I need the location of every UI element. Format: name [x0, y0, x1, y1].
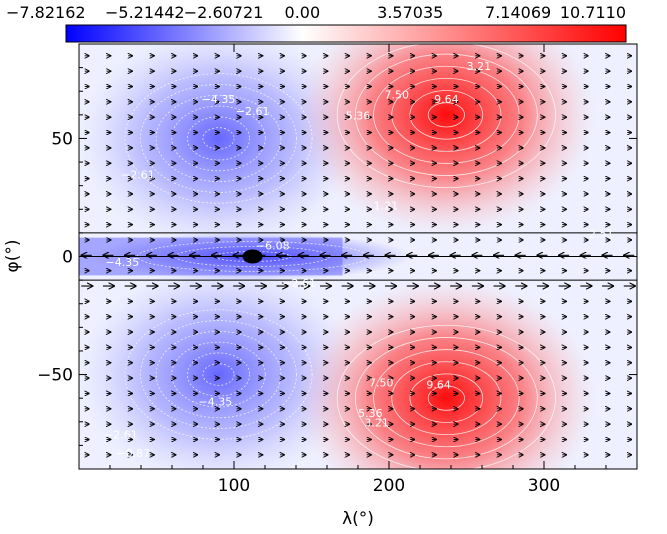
contour-label: −6.08	[256, 239, 290, 252]
contour-label: 3.21	[364, 417, 389, 430]
axes: 100 200 300 −50 0 50	[37, 44, 637, 496]
contour-label: −2.61	[282, 277, 316, 290]
contour-line	[354, 53, 538, 176]
y-tick-label: −50	[37, 366, 73, 386]
x-axis-label: λ(°)	[342, 509, 374, 529]
contour-line	[427, 102, 465, 128]
colorbar-tick-label: −7.82162	[6, 3, 86, 22]
colorbar-gradient	[65, 24, 627, 43]
y-axis-label: φ(°)	[3, 240, 23, 273]
contour-label: −0.87	[116, 447, 150, 460]
contour-line	[427, 385, 465, 411]
contour-line	[155, 330, 282, 419]
contour-line	[155, 94, 282, 183]
colorbar-tick-labels: −7.82162 −5.21442 −2.60721 0.00 3.57035 7.140…	[6, 3, 626, 22]
contour-line	[336, 324, 556, 469]
contour-label: 3.21	[467, 60, 492, 73]
contour-line	[409, 373, 484, 423]
extremum-marker	[242, 249, 263, 264]
colorbar-tick-label: 0.00	[285, 3, 321, 22]
contour-label: −4.35	[202, 93, 236, 106]
colorbar-tick-label: 7.14069	[485, 3, 551, 22]
colorbar-tick-label: −5.21442	[105, 3, 185, 22]
contour-line	[140, 320, 297, 429]
contour-label: 7.50	[385, 88, 410, 101]
colorbar: −7.82162 −5.21442 −2.60721 0.00 3.57035 7.140…	[6, 3, 627, 43]
contour-labels: −4.35−2.61−2.61−6.08−4.35−2.61−4.35−2.61…	[104, 60, 614, 460]
contour-line	[391, 361, 502, 436]
contour-label: −2.61	[104, 428, 138, 441]
contour-label: 2.51	[589, 228, 614, 241]
x-tick-label: 200	[373, 476, 405, 496]
contour-label: 1.21	[374, 199, 399, 212]
contour-label: 5.36	[358, 407, 383, 420]
contour-line	[354, 337, 538, 460]
y-tick-label: 50	[51, 129, 73, 149]
contour-label: −2.61	[236, 105, 270, 118]
contour-line	[124, 73, 313, 204]
x-tick-label: 300	[528, 476, 560, 496]
contour-label: 9.64	[426, 379, 451, 392]
colorbar-tick-label: 10.7110	[560, 3, 626, 22]
y-tick-label: 0	[62, 248, 73, 268]
contour-line	[336, 44, 556, 189]
contour-line	[171, 341, 266, 408]
wind-vectors	[79, 56, 637, 455]
contour-label: −4.35	[106, 256, 140, 269]
colorbar-tick-label: 3.57035	[377, 3, 443, 22]
contour-label: −2.61	[121, 169, 155, 182]
contour-label: −4.35	[199, 395, 233, 408]
plot-area: −4.35−2.61−2.61−6.08−4.35−2.61−4.35−2.61…	[79, 44, 637, 469]
contour-label: 5.36	[346, 110, 371, 123]
x-tick-label: 100	[218, 476, 250, 496]
contour-line	[202, 363, 235, 386]
colorbar-tick-label: −2.60721	[184, 3, 264, 22]
field-region-cold-south	[79, 264, 359, 469]
contour-line	[373, 349, 520, 448]
contour-label: 9.64	[434, 93, 459, 106]
contour-line	[186, 352, 251, 397]
contour-label: 7.50	[369, 376, 394, 389]
contour-line	[171, 105, 266, 172]
